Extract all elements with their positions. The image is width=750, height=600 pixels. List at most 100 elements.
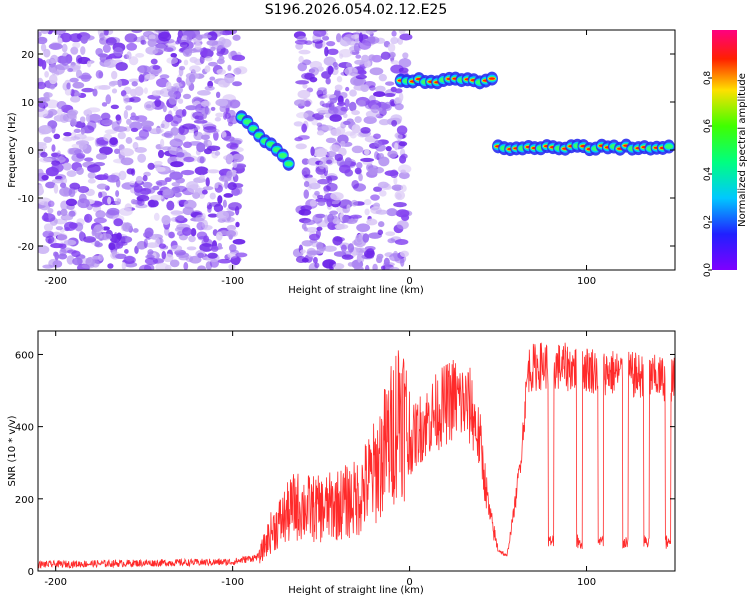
heatmap-noise-cell [214,116,222,122]
heatmap-noise-cell [360,127,371,134]
heatmap-noise-cell [363,116,377,125]
heatmap-noise-cell [123,109,129,120]
heatmap-noise-cell [175,109,185,119]
heatmap-noise-cell [340,106,349,112]
heatmap-noise-cell [66,82,71,90]
heatmap-noise-cell [38,168,44,177]
heatmap-noise-cell [175,40,180,45]
heatmap-noise-cell [48,42,63,50]
heatmap-noise-cell [232,238,246,245]
heatmap-noise-cell [400,184,407,193]
heatmap-noise-cell [154,237,161,248]
heatmap-noise-cell [170,161,184,168]
heatmap-noise-cell [103,30,109,36]
heatmap-noise-cell [115,241,124,249]
heatmap-noise-cell [38,184,44,193]
heatmap-noise-cell [44,70,49,78]
spectrogram-y-tick-label: 0 [28,146,34,157]
heatmap-noise-cell [63,239,77,246]
heatmap-noise-cell [398,58,412,68]
heatmap-noise-cell [199,174,205,180]
heatmap-noise-cell [226,170,233,179]
heatmap-noise-cell [150,194,164,201]
heatmap-noise-cell [347,262,354,267]
heatmap-noise-cell [60,56,70,66]
heatmap-noise-cell [45,166,59,177]
heatmap-noise-cell [159,74,170,79]
heatmap-noise-cell [326,41,336,47]
heatmap-noise-cell [128,78,140,83]
heatmap-noise-cell [101,102,108,107]
heatmap-noise-cell [295,143,307,150]
heatmap-noise-cell [233,67,242,75]
heatmap-noise-cell [334,223,349,230]
heatmap-noise-cell [95,210,106,219]
heatmap-noise-cell [356,162,363,169]
heatmap-noise-cell [126,51,132,60]
heatmap-noise-cell [93,85,107,90]
heatmap-noise-cell [60,214,74,221]
heatmap-noise-cell [38,125,52,135]
heatmap-noise-cell [137,65,148,74]
heatmap-noise-cell [385,81,395,86]
heatmap-noise-cell [372,263,378,270]
snr-frame [37,330,676,572]
heatmap-noise-cell [334,153,344,162]
heatmap-noise-cell [74,121,86,129]
heatmap-noise-cell [55,226,63,231]
heatmap-noise-cell [101,226,110,231]
heatmap-noise-cell [355,74,367,80]
heatmap-noise-cell [377,221,385,228]
spectrogram-y-tick-label: -20 [18,242,34,253]
heatmap-noise-cell [222,199,227,208]
heatmap-noise-cell [342,214,349,223]
heatmap-noise-cell [169,259,180,268]
heatmap-noise-cell [308,233,320,241]
heatmap-noise-cell [357,100,367,107]
heatmap-noise-cell [214,151,221,156]
heatmap-noise-cell [197,115,204,121]
heatmap-noise-cell [226,153,234,163]
heatmap-noise-cell [72,41,81,49]
heatmap-noise-cell [197,252,205,259]
heatmap-noise-cell [77,198,90,209]
heatmap-noise-cell [395,192,402,200]
heatmap-noise-cell [297,89,311,99]
heatmap-noise-cell [223,193,234,198]
heatmap-noise-cell [358,32,364,43]
heatmap-noise-cell [316,194,324,199]
heatmap-noise-cell [92,88,98,97]
heatmap-noise-cell [120,148,134,157]
heatmap-noise-cell [155,43,167,53]
heatmap-noise-cell [43,136,53,143]
heatmap-noise-cell [345,86,350,92]
heatmap-noise-cell [232,153,244,163]
colorbar: 0.0 0.2 0.4 0.6 0.8 Normalized spectral ampl… [703,30,748,277]
heatmap-noise-cell [336,101,346,107]
heatmap-noise-cell [295,255,307,264]
heatmap-noise-cell [346,204,351,211]
heatmap-noise-cell [197,265,207,270]
heatmap-noise-cell [177,86,183,94]
heatmap-noise-cell [165,81,172,90]
heatmap-noise-cell [391,184,404,191]
heatmap-noise-cell [92,227,97,235]
heatmap-noise-cell [340,244,347,252]
heatmap-noise-cell [136,194,150,202]
heatmap-noise-cell [297,62,308,72]
heatmap-noise-cell [70,95,81,103]
heatmap-noise-cell [207,61,218,67]
heatmap-noise-cell [111,88,118,94]
heatmap-noise-cell [219,105,226,113]
heatmap-noise-cell [208,202,221,207]
heatmap-noise-cell [41,59,47,70]
heatmap-noise-cell [152,65,161,70]
heatmap-noise-cell [193,119,208,124]
heatmap-noise-cell [137,153,147,163]
heatmap-noise-cell [100,112,111,121]
heatmap-noise-cell [358,173,363,182]
heatmap-noise-cell [48,258,59,268]
heatmap-noise-cell [295,80,310,85]
heatmap-noise-cell [228,263,236,270]
